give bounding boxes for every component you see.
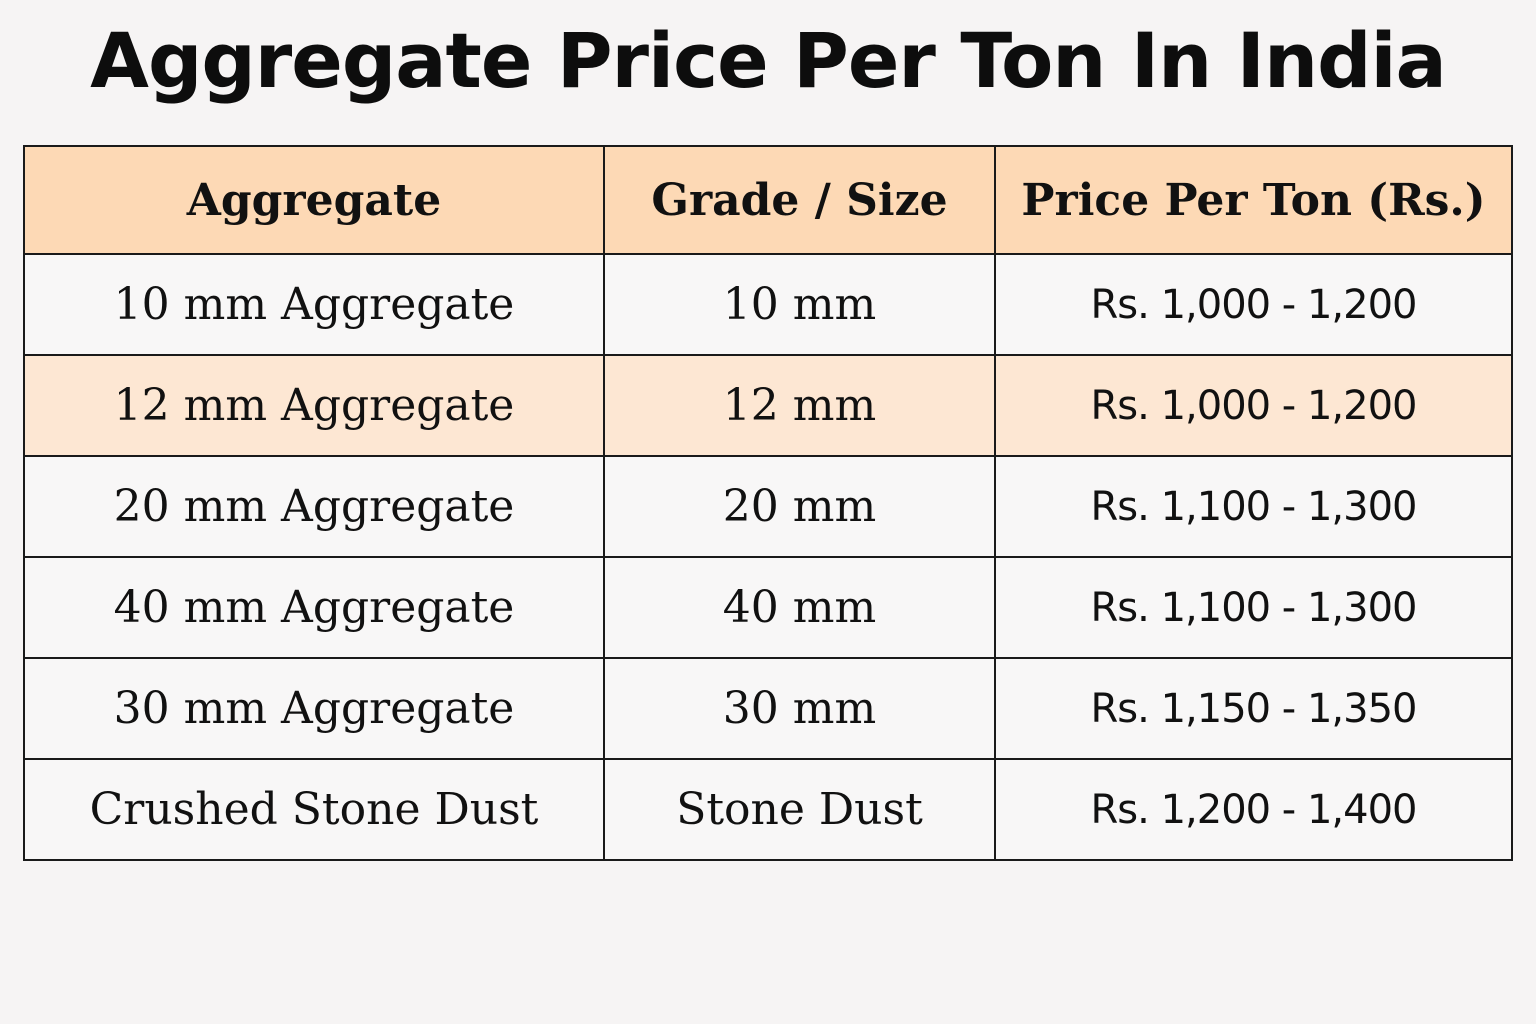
aggregate-cell: 40 mm Aggregate <box>23 556 605 659</box>
aggregate-cell: 30 mm Aggregate <box>23 657 605 760</box>
grade-cell: 30 mm <box>603 657 996 760</box>
header-grade-size: Grade / Size <box>603 145 996 255</box>
page-title: Aggregate Price Per Ton In India <box>90 16 1447 105</box>
table-header-row: Aggregate Grade / Size Price Per Ton (Rs… <box>23 145 1513 255</box>
price-cell: Rs. 1,150 - 1,350 <box>994 657 1513 760</box>
price-cell: Rs. 1,100 - 1,300 <box>994 455 1513 558</box>
grade-cell: 40 mm <box>603 556 996 659</box>
price-table: Aggregate Grade / Size Price Per Ton (Rs… <box>23 145 1513 861</box>
price-cell: Rs. 1,000 - 1,200 <box>994 253 1513 356</box>
table-row: 12 mm Aggregate 12 mm Rs. 1,000 - 1,200 <box>23 354 1513 457</box>
grade-cell: 12 mm <box>603 354 996 457</box>
aggregate-cell: Crushed Stone Dust <box>23 758 605 861</box>
aggregate-cell: 12 mm Aggregate <box>23 354 605 457</box>
table-row: 30 mm Aggregate 30 mm Rs. 1,150 - 1,350 <box>23 657 1513 760</box>
table-row: 10 mm Aggregate 10 mm Rs. 1,000 - 1,200 <box>23 253 1513 356</box>
grade-cell: Stone Dust <box>603 758 996 861</box>
price-cell: Rs. 1,000 - 1,200 <box>994 354 1513 457</box>
table-row: 20 mm Aggregate 20 mm Rs. 1,100 - 1,300 <box>23 455 1513 558</box>
price-cell: Rs. 1,100 - 1,300 <box>994 556 1513 659</box>
aggregate-cell: 20 mm Aggregate <box>23 455 605 558</box>
table-row: 40 mm Aggregate 40 mm Rs. 1,100 - 1,300 <box>23 556 1513 659</box>
table-row: Crushed Stone Dust Stone Dust Rs. 1,200 … <box>23 758 1513 861</box>
header-aggregate: Aggregate <box>23 145 605 255</box>
price-cell: Rs. 1,200 - 1,400 <box>994 758 1513 861</box>
grade-cell: 20 mm <box>603 455 996 558</box>
grade-cell: 10 mm <box>603 253 996 356</box>
header-price-per-ton: Price Per Ton (Rs.) <box>994 145 1513 255</box>
aggregate-cell: 10 mm Aggregate <box>23 253 605 356</box>
